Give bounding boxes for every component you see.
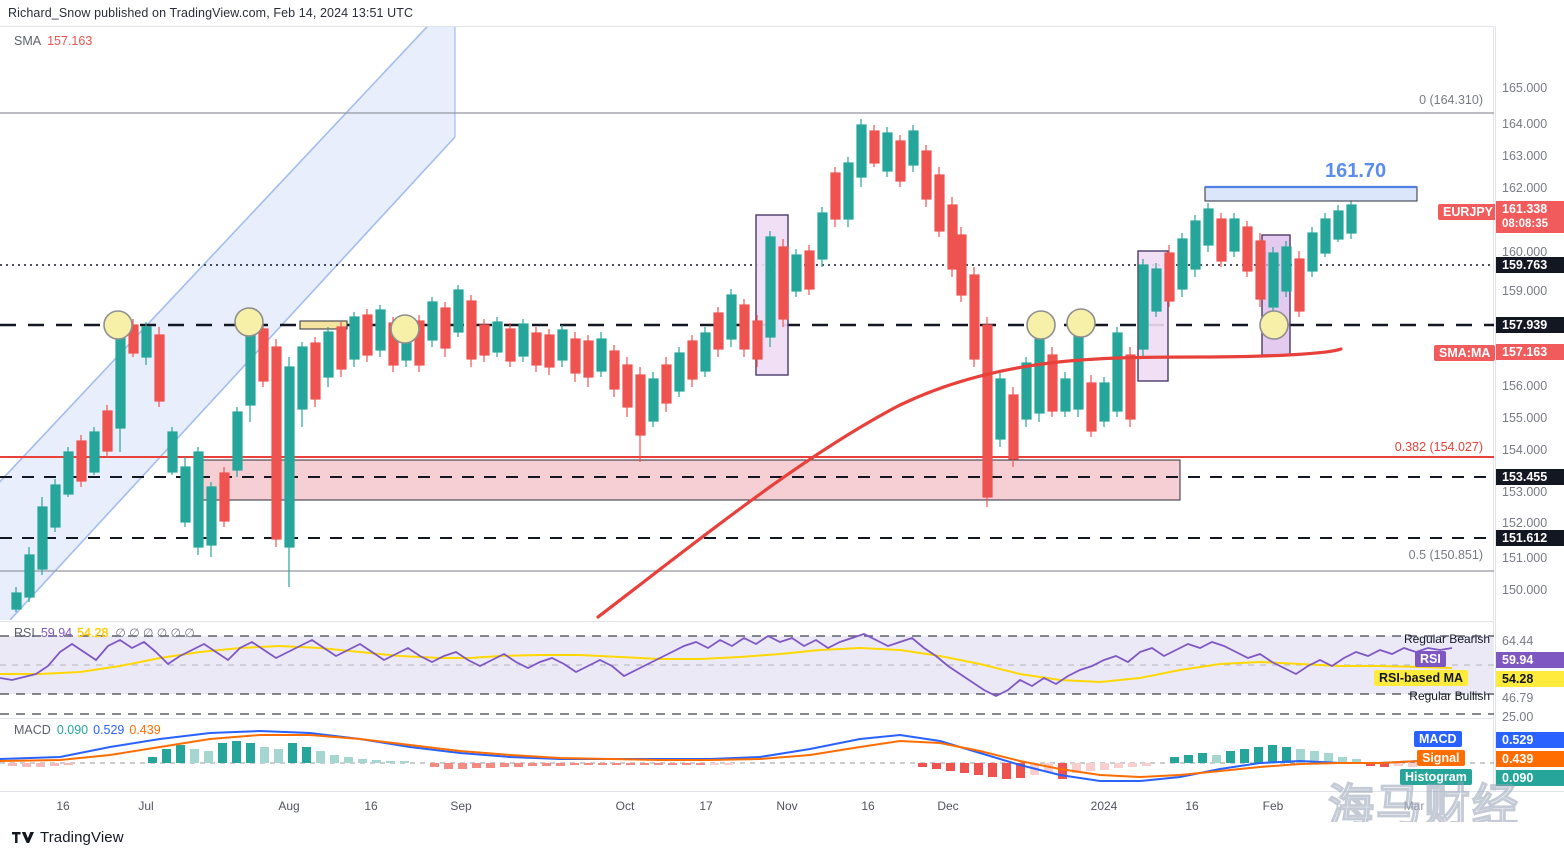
time-tick: Jul [138, 799, 154, 813]
fib-0-label: 0 (164.310) [1419, 93, 1483, 107]
macd-signal-badge: 0.439 [1496, 751, 1564, 767]
rsi-bullish-value: 46.79 [1502, 691, 1534, 705]
last-price-badge: 161.338 08:08:35 [1496, 201, 1564, 233]
price-tick: 164.000 [1502, 117, 1548, 131]
signal-tag: Signal [1417, 750, 1465, 766]
time-tick: Sep [450, 799, 472, 813]
rsi-line [0, 633, 1453, 698]
price-tick: 156.000 [1502, 379, 1548, 393]
ascending-channel [0, 27, 456, 620]
signal-markers [103, 307, 1289, 344]
time-tick: 17 [699, 799, 713, 813]
time-tick: Oct [615, 799, 635, 813]
price-pane[interactable] [0, 26, 1494, 620]
time-tick: 2024 [1090, 799, 1118, 813]
price-scale[interactable]: JPY 165.000 164.000 163.000 162.000 160.… [1495, 26, 1564, 791]
price-tick: 165.000 [1502, 81, 1548, 95]
marker-bar [299, 320, 348, 330]
histogram-tag: Histogram [1400, 769, 1472, 785]
tradingview-mark-icon [12, 832, 34, 843]
rsi-bearish-label: Regular Bearish [1403, 632, 1490, 646]
footer-bar [0, 822, 1564, 857]
demand-zone-box [196, 459, 1181, 501]
price-tick: 160.000 [1502, 245, 1548, 259]
level-badge-151: 151.612 [1496, 530, 1564, 546]
price-tick: 162.000 [1502, 181, 1548, 195]
level-badge-153: 153.455 [1496, 469, 1564, 485]
fib-05-label: 0.5 (150.851) [1408, 548, 1483, 562]
macd-signal-line [0, 734, 1453, 779]
price-tick: 163.000 [1502, 149, 1548, 163]
price-tick: 152.000 [1502, 516, 1548, 530]
sma-ma-tag: SMA:MA [1434, 345, 1496, 361]
macd-histogram-badge: 0.090 [1496, 770, 1564, 786]
macd-tag: MACD [1414, 731, 1462, 747]
tradingview-logo-text: TradingView [40, 829, 124, 846]
rsi-tag: RSI [1415, 651, 1446, 667]
level-badge-159: 159.763 [1496, 257, 1564, 273]
macd-value-badge: 0.529 [1496, 732, 1564, 748]
price-tick: 159.000 [1502, 284, 1548, 298]
macd-line [0, 729, 1453, 782]
attribution-text: Richard_Snow published on TradingView.co… [8, 6, 414, 20]
time-tick: 16 [56, 799, 70, 813]
time-tick: Aug [278, 799, 300, 813]
candlestick-series [11, 119, 1357, 612]
price-tick: 151.000 [1502, 551, 1548, 565]
time-tick: 16 [861, 799, 875, 813]
price-tick: 155.000 [1502, 411, 1548, 425]
symbol-tag: EURJPY [1438, 204, 1499, 220]
time-tick: Nov [776, 799, 798, 813]
time-tick: Dec [937, 799, 959, 813]
last-price-value: 161.338 [1502, 202, 1548, 216]
price-tick: 153.000 [1502, 485, 1548, 499]
fib-0382-label: 0.382 (154.027) [1394, 440, 1483, 454]
rsi-bullish-label: Regular Bullish [1409, 689, 1490, 703]
price-target-callout: 161.70 [1325, 160, 1387, 182]
price-tick: 150.000 [1502, 583, 1548, 597]
time-tick: Feb [1262, 799, 1284, 813]
tradingview-logo[interactable]: TradingView [12, 829, 124, 846]
rsi-pane[interactable] [0, 621, 1494, 718]
target-zone-box [1204, 186, 1418, 202]
sma-line [596, 347, 1343, 619]
time-scale[interactable]: 16 Jul Aug 16 Sep Oct 17 Nov 16 Dec 2024… [0, 791, 1564, 824]
time-tick: 16 [364, 799, 378, 813]
time-tick: Mar [1403, 799, 1425, 813]
level-badge-157: 157.939 [1496, 317, 1564, 333]
rsi-floor-value: 25.00 [1502, 710, 1534, 724]
last-price-time: 08:08:35 [1502, 218, 1549, 230]
time-tick: 16 [1185, 799, 1199, 813]
macd-pane[interactable] [0, 718, 1494, 791]
rsi-ma-value-badge: 54.28 [1496, 671, 1564, 687]
sma-badge: 157.163 [1496, 344, 1564, 360]
rsi-bearish-value: 64.44 [1502, 634, 1534, 648]
rsi-value-badge: 59.94 [1496, 652, 1564, 668]
price-tick: 154.000 [1502, 443, 1548, 457]
rsi-ma-tag: RSI-based MA [1374, 670, 1469, 686]
rsi-ma-line [0, 644, 1453, 684]
